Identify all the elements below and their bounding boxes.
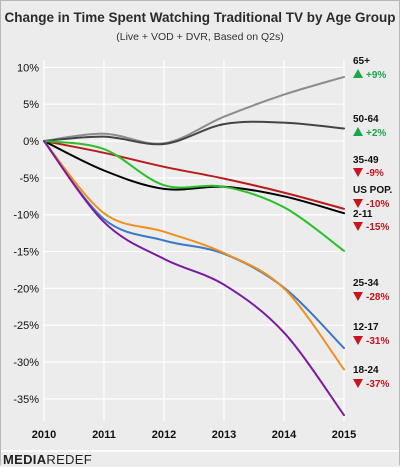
series-change-us-pop: -10% [366, 199, 389, 210]
series-line-50-64 [43, 120, 345, 146]
down-arrow-icon [353, 168, 363, 177]
series-label-65: 65+ [353, 56, 370, 67]
down-arrow-icon [353, 336, 363, 345]
series-change-2-11: -15% [366, 222, 389, 233]
series-change-65: +9% [366, 70, 386, 81]
series-change-18-24: -37% [366, 379, 389, 390]
y-tick-label: -20% [13, 283, 39, 295]
series-line-12-17 [43, 140, 345, 371]
x-tick-label: 2011 [92, 429, 116, 441]
down-arrow-icon [353, 292, 363, 301]
x-tick-label: 2014 [272, 429, 297, 441]
y-tick-label: 10% [17, 62, 39, 74]
y-tick-label: 5% [23, 99, 39, 111]
y-tick-label: -10% [13, 210, 39, 222]
footer-bar [1, 450, 399, 466]
y-tick-label: -15% [13, 247, 39, 259]
series-line-2-11 [43, 140, 345, 252]
up-arrow-icon [353, 127, 363, 136]
series-change-25-34: -28% [366, 292, 389, 303]
y-tick-label: 0% [23, 136, 39, 148]
series-label-35-49: 35-49 [353, 155, 379, 166]
series-line-35-49 [43, 140, 345, 210]
x-tick-label: 2013 [212, 429, 236, 441]
x-tick-label: 2015 [332, 429, 356, 441]
brand-part-1: MEDIA [3, 452, 47, 467]
series-label-50-64: 50-64 [353, 114, 379, 125]
chart-subtitle: (Live + VOD + DVR, Based on Q2s) [116, 31, 284, 43]
series-label-us-pop: US POP. [353, 185, 392, 196]
y-tick-label: -25% [13, 320, 39, 332]
x-tick-label: 2010 [32, 429, 56, 441]
y-tick-label: -5% [19, 173, 39, 185]
series-label-12-17: 12-17 [353, 322, 379, 333]
down-arrow-icon [353, 379, 363, 388]
chart-title: Change in Time Spent Watching Traditiona… [4, 10, 396, 25]
brand-part-2: REDEF [46, 452, 92, 467]
series-label-18-24: 18-24 [353, 365, 379, 376]
x-tick-label: 2012 [152, 429, 176, 441]
series-change-12-17: -31% [366, 336, 389, 347]
series-label-25-34: 25-34 [353, 278, 379, 289]
series-line-18-24 [43, 140, 345, 417]
series-change-35-49: -9% [366, 168, 384, 179]
series-change-50-64: +2% [366, 128, 386, 139]
y-tick-label: -30% [13, 357, 39, 369]
series-line-us-pop [43, 140, 345, 215]
series-line-65 [43, 75, 345, 145]
line-chart: 10% 5% 0% -5% -10% -15% -20% -25% -30% -35% 2010 20… [13, 56, 392, 441]
down-arrow-icon [353, 222, 363, 231]
series-line-25-34 [43, 140, 345, 350]
series-label-2-11: 2-11 [353, 209, 373, 220]
brand-logo: MEDIAREDEF [3, 452, 92, 467]
up-arrow-icon [353, 69, 363, 78]
y-tick-label: -35% [13, 394, 39, 406]
down-arrow-icon [353, 199, 363, 208]
